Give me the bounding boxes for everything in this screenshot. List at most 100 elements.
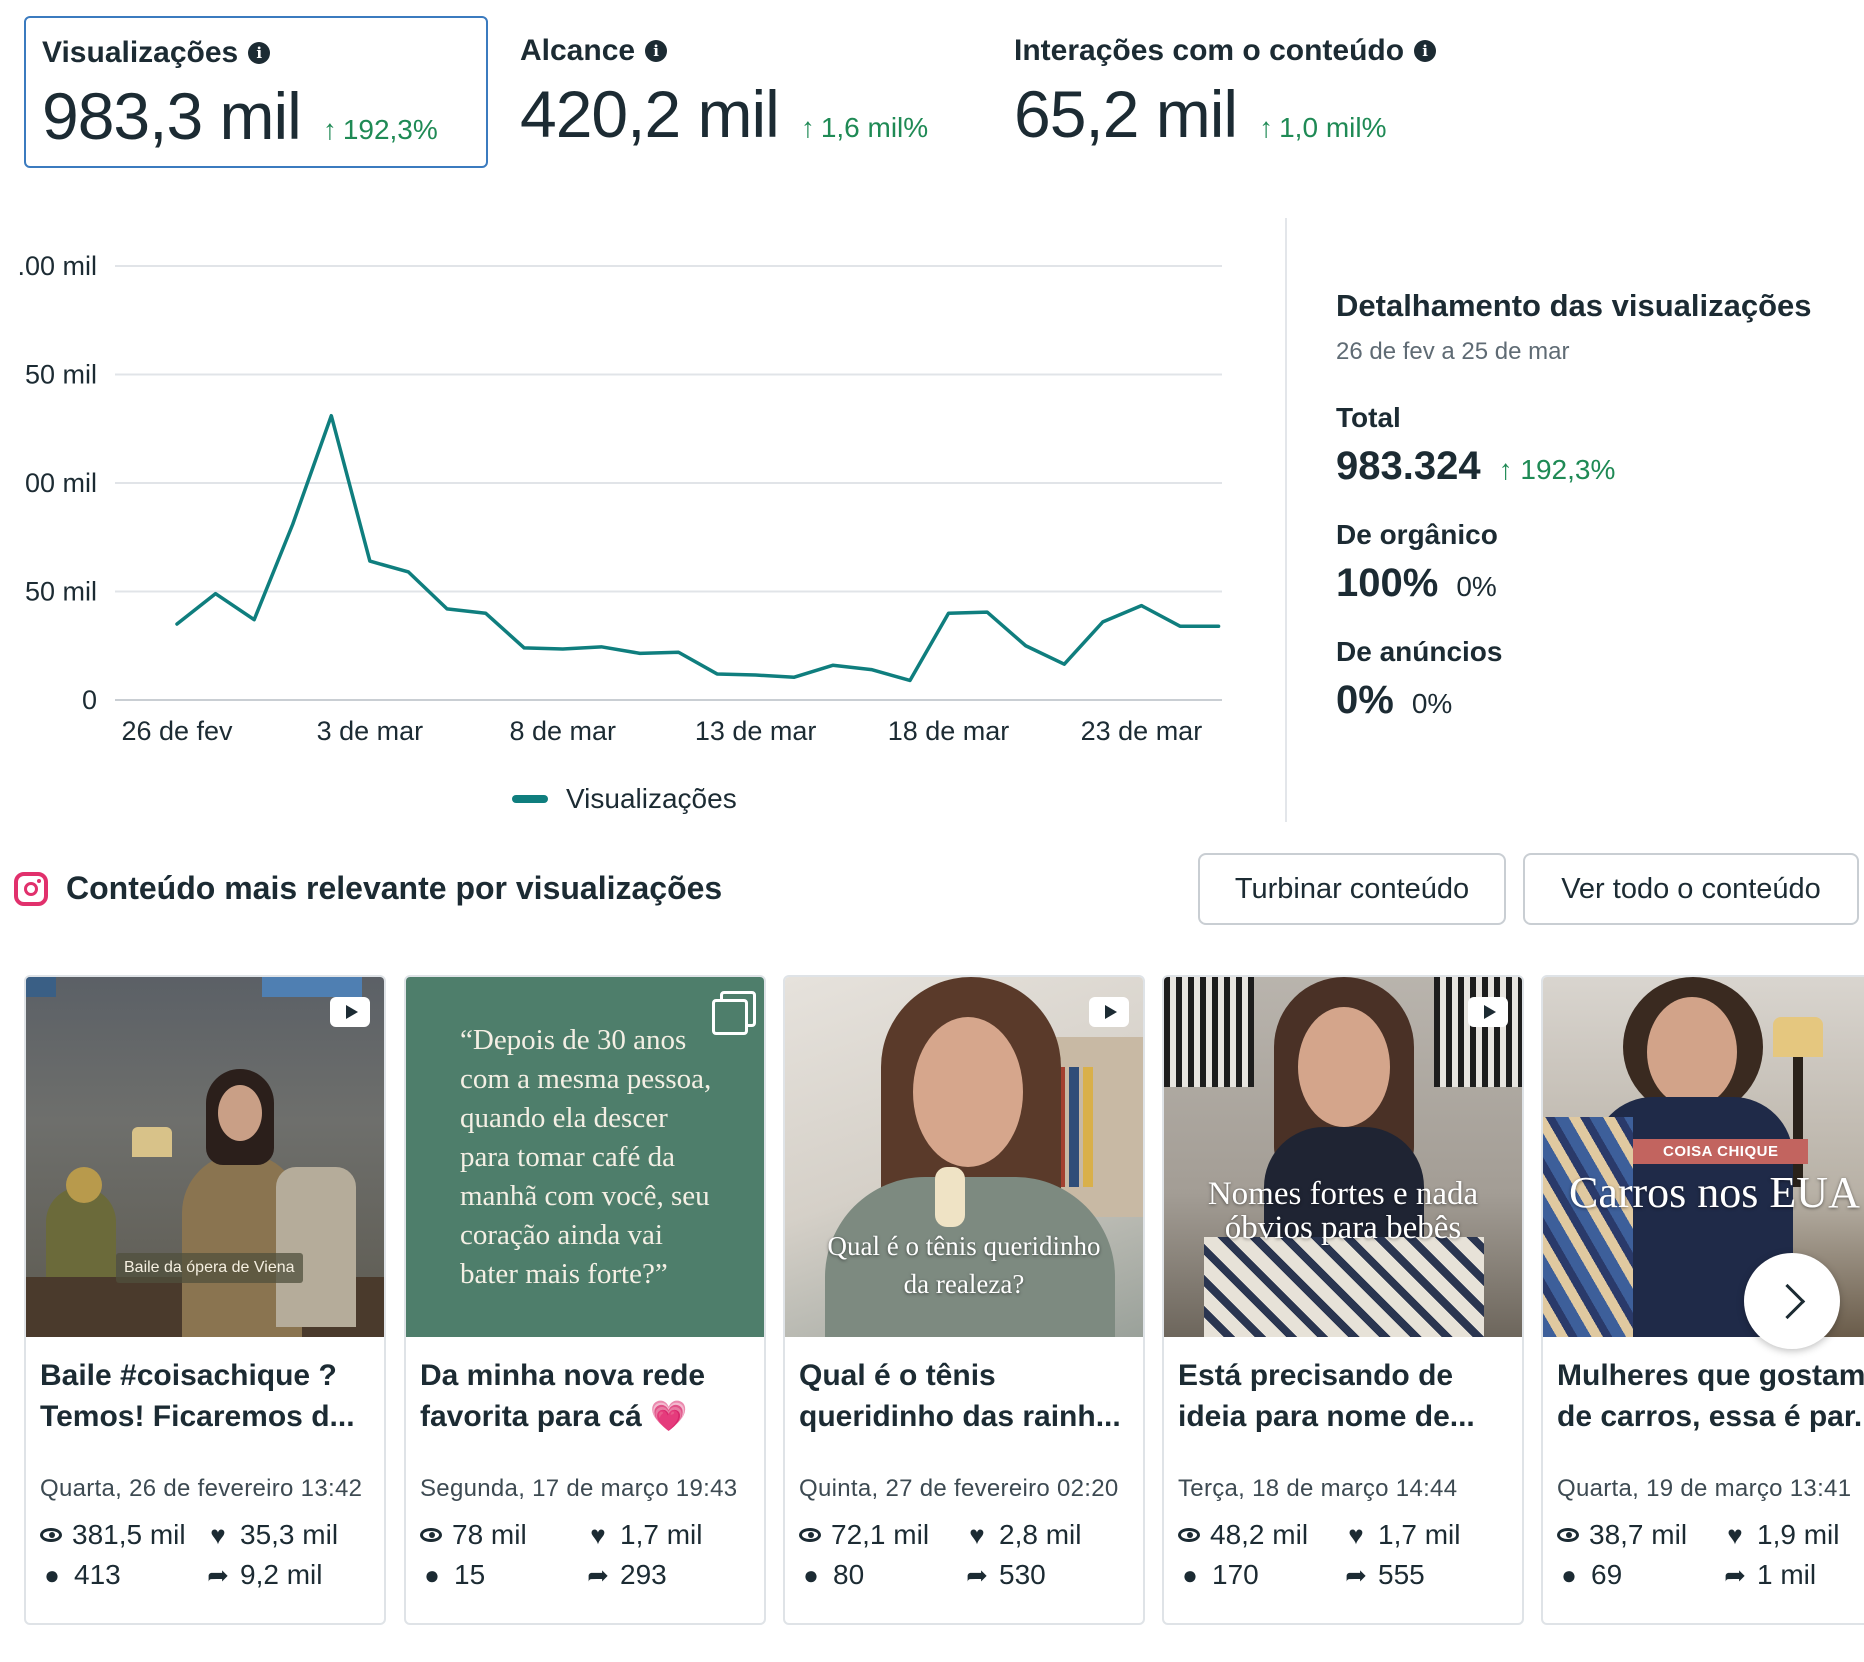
share-icon: ➦ bbox=[966, 1560, 988, 1590]
card-title: Mulheres que gostam de carros, essa é pa… bbox=[1557, 1359, 1864, 1433]
ads-change: 0% bbox=[1411, 688, 1453, 719]
info-icon[interactable]: i bbox=[645, 40, 668, 62]
shares-count: 293 bbox=[620, 1559, 667, 1590]
card-stats: 381,5 mil ♥ 35,3 mil ● 413 ➦ 9,2 mil bbox=[26, 1505, 384, 1591]
likes-count: 1,7 mil bbox=[1378, 1519, 1461, 1550]
top-content-carousel: Baile da ópera de Viena Baile #coisachiq… bbox=[0, 975, 1864, 1635]
share-icon: ➦ bbox=[207, 1560, 229, 1590]
thumbnail-caption: Nomes fortes e nada óbvios para bebês bbox=[1207, 1176, 1479, 1246]
metric-label: Alcance bbox=[520, 34, 636, 67]
content-card[interactable]: Nomes fortes e nada óbvios para bebês Es… bbox=[1162, 975, 1524, 1625]
thumbnail-caption: Baile da ópera de Viena bbox=[116, 1253, 303, 1283]
metric-card-interactions[interactable]: Interações com o conteúdo i 65,2 mil ↑ 1,… bbox=[998, 16, 1518, 168]
x-tick-label: 3 de mar bbox=[317, 716, 424, 746]
chart-legend: Visualizações bbox=[512, 783, 737, 815]
views-breakdown: Detalhamento das visualizações 26 de fev… bbox=[1336, 288, 1856, 723]
total-value: 983.324 bbox=[1336, 444, 1481, 488]
comment-icon: ● bbox=[1561, 1560, 1577, 1590]
metric-value: 983,3 mil bbox=[42, 79, 302, 153]
metric-card-reach[interactable]: Alcance i 420,2 mil ↑ 1,6 mil% bbox=[504, 16, 974, 168]
views-count: 38,7 mil bbox=[1589, 1519, 1688, 1550]
carousel-next-button[interactable] bbox=[1744, 1253, 1840, 1349]
instagram-icon bbox=[14, 871, 48, 906]
vertical-divider bbox=[1285, 218, 1287, 822]
organic-value: 100% bbox=[1336, 561, 1439, 605]
card-stats: 38,7 mil ♥ 1,9 mil ● 69 ➦ 1 mil bbox=[1543, 1505, 1864, 1591]
ads-label: De anúncios bbox=[1336, 636, 1503, 667]
eye-icon bbox=[1557, 1528, 1579, 1542]
boost-content-button[interactable]: Turbinar conteúdo bbox=[1198, 853, 1506, 925]
ads-value: 0% bbox=[1336, 678, 1394, 722]
comments-count: 69 bbox=[1591, 1559, 1623, 1590]
metric-value: 65,2 mil bbox=[1014, 77, 1238, 151]
content-card[interactable]: “Depois de 30 anos com a mesma pessoa, q… bbox=[404, 975, 766, 1625]
views-count: 381,5 mil bbox=[72, 1519, 186, 1550]
comment-icon: ● bbox=[424, 1560, 440, 1590]
organic-label: De orgânico bbox=[1336, 519, 1498, 550]
comment-icon: ● bbox=[803, 1560, 819, 1590]
share-icon: ➦ bbox=[1345, 1560, 1367, 1590]
see-all-content-button[interactable]: Ver todo o conteúdo bbox=[1523, 853, 1859, 925]
heart-icon: ♥ bbox=[590, 1520, 606, 1550]
arrow-up-icon: ↑ bbox=[322, 114, 337, 145]
likes-count: 35,3 mil bbox=[240, 1519, 339, 1550]
card-title: Baile #coisachique ? Temos! Ficaremos d.… bbox=[40, 1359, 355, 1433]
metric-label: Interações com o conteúdo bbox=[1014, 34, 1405, 67]
card-title: Da minha nova rede favorita para cá 💗 bbox=[420, 1359, 706, 1433]
y-tick-label: 50 mil bbox=[25, 577, 97, 607]
eye-icon bbox=[420, 1528, 442, 1542]
likes-count: 2,8 mil bbox=[999, 1519, 1082, 1550]
share-icon: ➦ bbox=[587, 1560, 609, 1590]
shares-count: 1 mil bbox=[1757, 1559, 1817, 1590]
thumbnail-tag: COISA CHIQUE bbox=[1633, 1139, 1809, 1164]
comment-icon: ● bbox=[1182, 1560, 1198, 1590]
card-title: Qual é o tênis queridinho das rainh... bbox=[799, 1359, 1121, 1433]
content-card[interactable]: Baile da ópera de Viena Baile #coisachiq… bbox=[24, 975, 386, 1625]
likes-count: 1,9 mil bbox=[1757, 1519, 1840, 1550]
arrow-up-icon: ↑ bbox=[1498, 454, 1521, 485]
card-stats: 72,1 mil ♥ 2,8 mil ● 80 ➦ 530 bbox=[785, 1505, 1143, 1591]
total-change: 192,3% bbox=[1520, 454, 1616, 485]
y-tick-label: .00 mil bbox=[17, 251, 97, 281]
card-date: Terça, 18 de março 14:44 bbox=[1178, 1475, 1458, 1502]
views-count: 72,1 mil bbox=[831, 1519, 930, 1550]
shares-count: 530 bbox=[999, 1559, 1046, 1590]
metric-card-views[interactable]: Visualizações i 983,3 mil ↑ 192,3% bbox=[24, 16, 488, 168]
x-tick-label: 23 de mar bbox=[1081, 716, 1203, 746]
x-tick-label: 8 de mar bbox=[509, 716, 616, 746]
metric-change: 192,3% bbox=[342, 114, 438, 145]
heart-icon: ♥ bbox=[969, 1520, 985, 1550]
card-date: Quarta, 26 de fevereiro 13:42 bbox=[40, 1475, 363, 1502]
post-thumbnail[interactable]: “Depois de 30 anos com a mesma pessoa, q… bbox=[406, 977, 764, 1337]
post-thumbnail[interactable]: Qual é o tênis queridinho da realeza? bbox=[785, 977, 1143, 1337]
reel-icon bbox=[330, 997, 370, 1027]
top-content-header: Conteúdo mais relevante por visualizaçõe… bbox=[14, 870, 722, 907]
comments-count: 15 bbox=[454, 1559, 486, 1590]
content-card[interactable]: Qual é o tênis queridinho da realeza? Qu… bbox=[783, 975, 1145, 1625]
breakdown-title: Detalhamento das visualizações bbox=[1336, 288, 1812, 323]
organic-change: 0% bbox=[1456, 571, 1497, 602]
comments-count: 80 bbox=[833, 1559, 865, 1590]
eye-icon bbox=[799, 1528, 821, 1542]
card-date: Quarta, 19 de março 13:41 bbox=[1557, 1475, 1852, 1502]
shares-count: 9,2 mil bbox=[240, 1559, 323, 1590]
x-tick-label: 18 de mar bbox=[888, 716, 1010, 746]
reel-icon bbox=[1089, 997, 1129, 1027]
comments-count: 170 bbox=[1212, 1559, 1259, 1590]
post-thumbnail[interactable]: Baile da ópera de Viena bbox=[26, 977, 384, 1337]
heart-icon: ♥ bbox=[210, 1520, 226, 1550]
section-title: Conteúdo mais relevante por visualizaçõe… bbox=[66, 870, 723, 906]
metric-change: 1,0 mil% bbox=[1279, 112, 1387, 143]
legend-label: Visualizações bbox=[566, 783, 737, 814]
y-tick-label: 50 mil bbox=[25, 360, 97, 390]
arrow-up-icon: ↑ bbox=[800, 112, 815, 143]
x-tick-label: 13 de mar bbox=[695, 716, 817, 746]
post-thumbnail[interactable]: Nomes fortes e nada óbvios para bebês bbox=[1164, 977, 1522, 1337]
info-icon[interactable]: i bbox=[248, 42, 271, 64]
shares-count: 555 bbox=[1378, 1559, 1425, 1590]
likes-count: 1,7 mil bbox=[620, 1519, 703, 1550]
heart-icon: ♥ bbox=[1727, 1520, 1743, 1550]
y-tick-label: 0 bbox=[82, 685, 97, 715]
thumbnail-quote: “Depois de 30 anos com a mesma pessoa, q… bbox=[460, 1024, 712, 1290]
info-icon[interactable]: i bbox=[1414, 40, 1437, 62]
